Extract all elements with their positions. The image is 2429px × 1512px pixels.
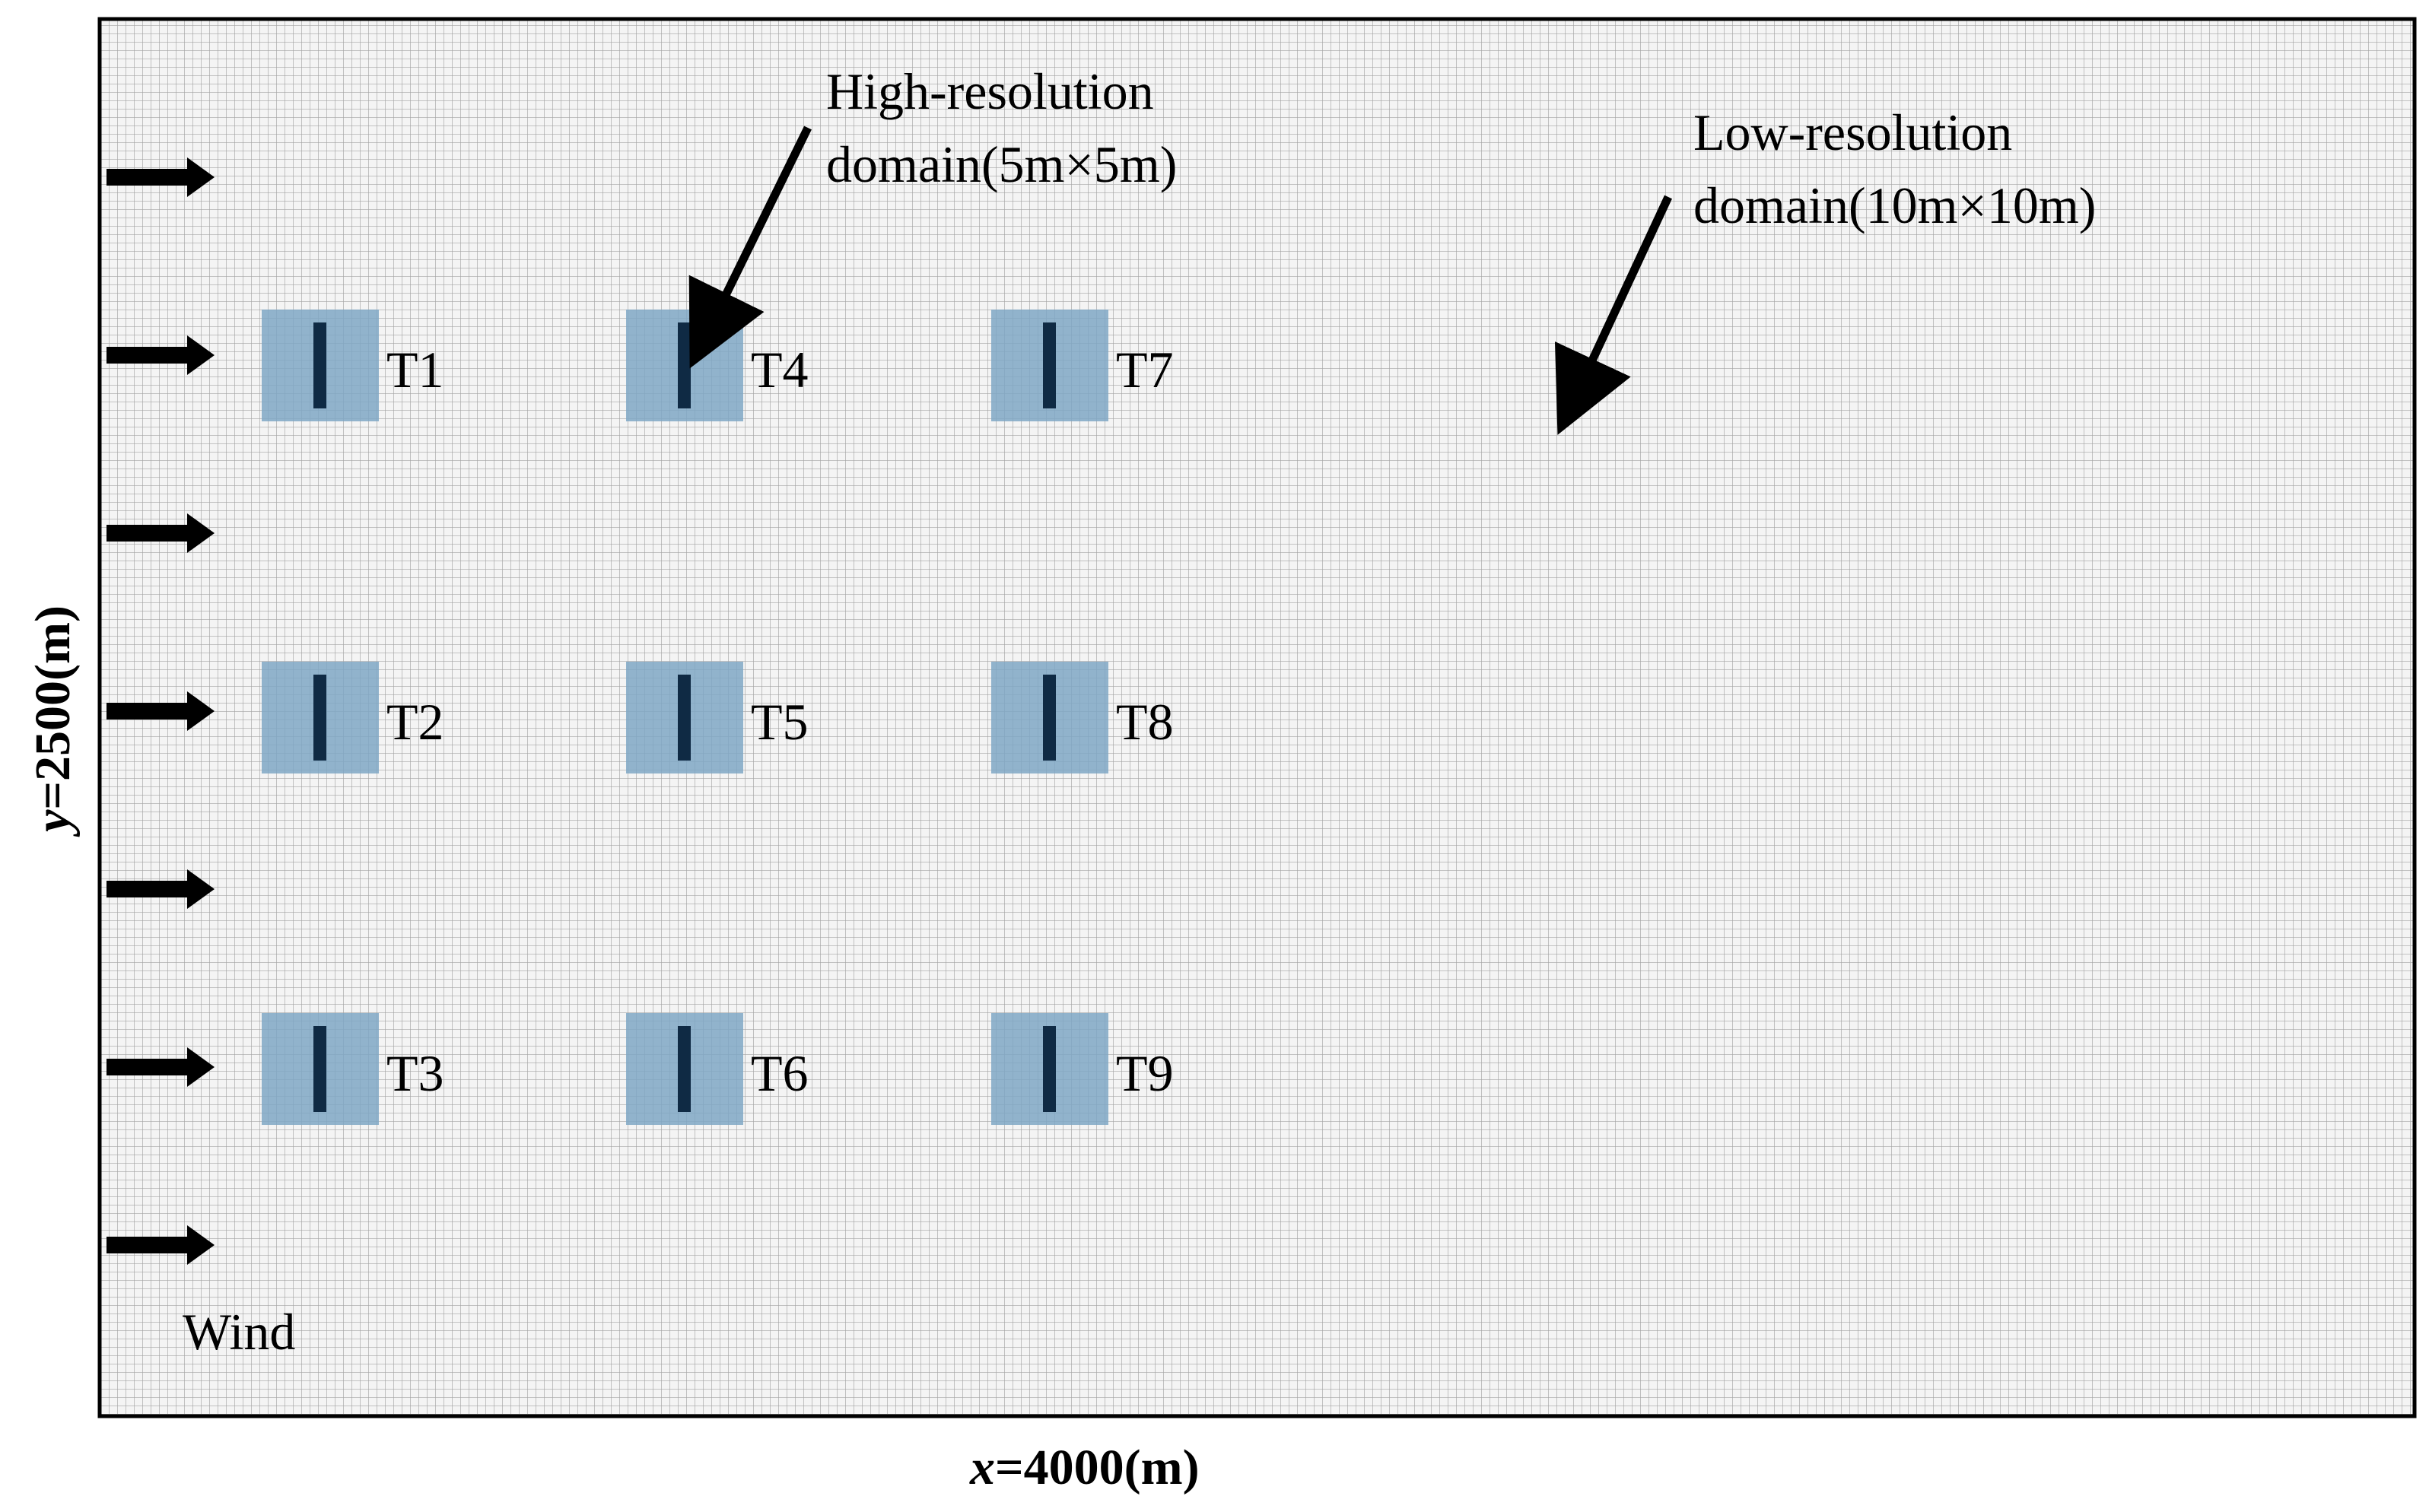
turbine-label: T6 <box>751 1044 809 1102</box>
high-res-line2: domain(5m×5m) <box>826 135 1178 193</box>
turbine-rotor-icon <box>678 675 691 761</box>
turbine-rotor-icon <box>1043 675 1056 761</box>
low-res-pointer-arrow <box>1554 195 1672 435</box>
y-axis-label: y=2500(m) <box>24 605 82 832</box>
low-res-line2: domain(10m×10m) <box>1693 176 2097 234</box>
turbine-label: T2 <box>386 693 444 751</box>
turbine-rotor-icon <box>678 322 691 408</box>
wind-arrow-icon <box>107 157 215 197</box>
wind-arrow-icon <box>107 691 215 731</box>
turbine-label: T4 <box>751 341 809 399</box>
wind-arrow-icon <box>107 335 215 375</box>
wind-arrow-icon <box>107 869 215 909</box>
turbine-label: T9 <box>1116 1044 1174 1102</box>
turbine-label: T5 <box>751 693 809 751</box>
turbine-rotor-icon <box>313 675 326 761</box>
y-axis-extent: =2500(m) <box>25 605 81 810</box>
turbine-rotor-icon <box>313 1026 326 1112</box>
wind-arrow-icon <box>107 513 215 553</box>
low-res-line1: Low-resolution <box>1693 103 2013 161</box>
wind-arrows <box>107 157 215 1265</box>
x-axis-extent: =4000(m) <box>995 1440 1200 1495</box>
high-res-annotation: High-resolution domain(5m×5m) <box>826 55 1177 201</box>
turbine-rotor-icon <box>313 322 326 408</box>
turbine-rotor-icon <box>678 1026 691 1112</box>
wind-arrow-icon <box>107 1225 215 1265</box>
wind-arrow-icon <box>107 1047 215 1087</box>
turbine-label: T1 <box>386 341 444 399</box>
wind-label: Wind <box>183 1303 296 1361</box>
y-axis-variable: y <box>25 809 81 832</box>
domain-grid <box>100 19 2415 1416</box>
turbine-rotor-icon <box>1043 322 1056 408</box>
low-res-annotation: Low-resolution domain(10m×10m) <box>1693 96 2096 242</box>
turbine-rotor-icon <box>1043 1026 1056 1112</box>
turbine-label: T3 <box>386 1044 444 1102</box>
turbine-label: T8 <box>1116 693 1174 751</box>
domain-border <box>97 17 2417 1418</box>
turbine-label: T7 <box>1116 341 1174 399</box>
high-res-pointer-arrow <box>688 125 812 369</box>
x-axis-variable: x <box>970 1440 995 1495</box>
x-axis-label: x=4000(m) <box>970 1439 1200 1497</box>
high-res-line1: High-resolution <box>826 62 1154 120</box>
